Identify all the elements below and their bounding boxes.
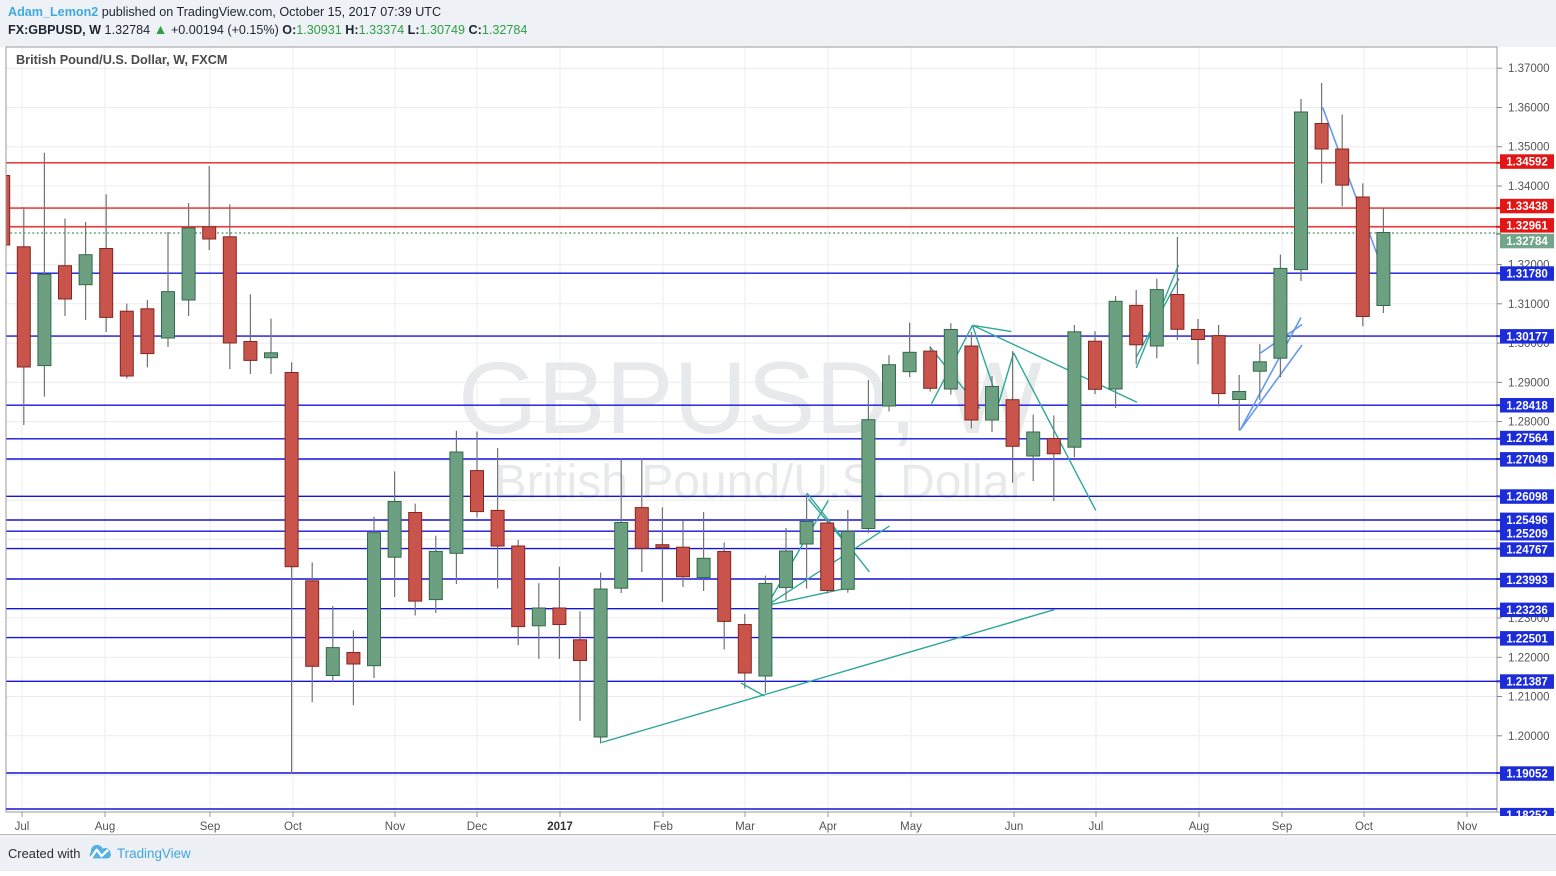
svg-text:1.21387: 1.21387 xyxy=(1506,677,1548,689)
svg-text:1.30177: 1.30177 xyxy=(1506,332,1548,344)
svg-text:1.37000: 1.37000 xyxy=(1508,63,1550,75)
svg-text:1.25209: 1.25209 xyxy=(1506,528,1548,540)
svg-text:FX:GBPUSD, W 1.32784 ▲ +0.001: FX:GBPUSD, W 1.32784 ▲ +0.00194 (+0.15%)… xyxy=(8,21,527,37)
svg-text:1.19052: 1.19052 xyxy=(1506,769,1548,781)
svg-text:1.27049: 1.27049 xyxy=(1506,455,1548,467)
svg-text:1.32784: 1.32784 xyxy=(1506,236,1548,248)
svg-text:1.18252: 1.18252 xyxy=(1506,810,1548,822)
svg-text:Jul: Jul xyxy=(15,821,30,833)
svg-text:1.23993: 1.23993 xyxy=(1506,575,1548,587)
svg-text:Jun: Jun xyxy=(1005,821,1024,833)
svg-text:2017: 2017 xyxy=(547,821,573,833)
svg-text:1.22501: 1.22501 xyxy=(1506,634,1548,646)
svg-text:Dec: Dec xyxy=(467,821,488,833)
svg-text:1.32961: 1.32961 xyxy=(1506,221,1548,233)
svg-text:1.34000: 1.34000 xyxy=(1508,181,1550,193)
svg-text:1.20000: 1.20000 xyxy=(1508,731,1550,743)
svg-text:1.22000: 1.22000 xyxy=(1508,652,1550,664)
svg-text:1.29000: 1.29000 xyxy=(1508,377,1550,389)
svg-text:1.23236: 1.23236 xyxy=(1506,605,1548,617)
svg-text:Oct: Oct xyxy=(1355,821,1374,833)
svg-text:1.26098: 1.26098 xyxy=(1506,492,1548,504)
svg-text:1.35000: 1.35000 xyxy=(1508,142,1550,154)
svg-text:Nov: Nov xyxy=(385,821,406,833)
svg-text:1.31780: 1.31780 xyxy=(1506,269,1548,281)
svg-text:British Pound/U.S. Dollar, W,: British Pound/U.S. Dollar, W, FXCM xyxy=(16,53,227,67)
svg-text:Aug: Aug xyxy=(95,821,115,833)
svg-text:Sep: Sep xyxy=(1272,821,1292,833)
svg-text:Sep: Sep xyxy=(200,821,220,833)
svg-text:Mar: Mar xyxy=(735,821,755,833)
svg-text:Apr: Apr xyxy=(819,821,837,833)
svg-text:1.28418: 1.28418 xyxy=(1506,400,1548,412)
svg-text:Aug: Aug xyxy=(1189,821,1209,833)
svg-text:1.27564: 1.27564 xyxy=(1506,433,1548,445)
svg-text:1.36000: 1.36000 xyxy=(1508,103,1550,115)
svg-text:1.21000: 1.21000 xyxy=(1508,692,1550,704)
svg-text:1.24767: 1.24767 xyxy=(1506,545,1548,557)
svg-text:1.33438: 1.33438 xyxy=(1506,201,1548,213)
svg-text:Feb: Feb xyxy=(653,821,673,833)
svg-text:Oct: Oct xyxy=(284,821,303,833)
svg-text:Nov: Nov xyxy=(1457,821,1478,833)
svg-text:TradingView: TradingView xyxy=(117,846,191,861)
svg-text:British Pound/U.S. Dollar: British Pound/U.S. Dollar xyxy=(495,456,1026,509)
svg-text:Created with: Created with xyxy=(8,846,80,861)
svg-text:1.28000: 1.28000 xyxy=(1508,417,1550,429)
svg-text:1.31000: 1.31000 xyxy=(1508,299,1550,311)
svg-text:Jul: Jul xyxy=(1089,821,1104,833)
svg-text:Adam_Lemon2 published on Tradi: Adam_Lemon2 published on TradingView.com… xyxy=(8,5,441,19)
svg-text:1.34592: 1.34592 xyxy=(1506,157,1548,169)
svg-text:1.25496: 1.25496 xyxy=(1506,515,1548,527)
svg-text:May: May xyxy=(900,821,922,833)
